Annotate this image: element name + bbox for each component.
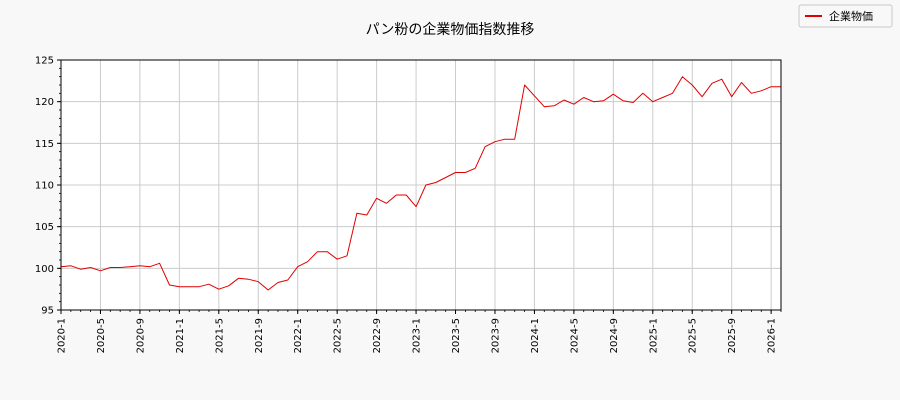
x-tick-label: 2022-1 bbox=[293, 318, 304, 353]
x-tick-label: 2020-9 bbox=[135, 318, 146, 353]
x-tick-label: 2021-1 bbox=[175, 318, 186, 353]
chart-title: パン粉の企業物価指数推移 bbox=[366, 21, 535, 38]
x-tick-label: 2022-9 bbox=[372, 318, 383, 353]
x-tick-label: 2021-5 bbox=[214, 318, 225, 353]
x-tick-label: 2021-9 bbox=[254, 318, 265, 353]
x-tick-label: 2025-5 bbox=[688, 318, 699, 353]
x-tick-label: 2025-1 bbox=[648, 318, 659, 353]
x-tick-label: 2020-1 bbox=[57, 318, 68, 353]
x-tick-label: 2025-9 bbox=[727, 318, 738, 353]
y-tick-label: 100 bbox=[35, 264, 54, 275]
legend: 企業物価 bbox=[798, 4, 893, 28]
x-tick-label: 2024-1 bbox=[530, 318, 541, 353]
x-tick-label: 2026-1 bbox=[767, 318, 778, 353]
y-tick-label: 105 bbox=[35, 222, 54, 233]
x-tick-label: 2023-9 bbox=[490, 318, 501, 353]
y-tick-label: 125 bbox=[35, 56, 54, 67]
x-tick-label: 2020-5 bbox=[96, 318, 107, 353]
x-tick-label: 2023-5 bbox=[451, 318, 462, 353]
x-tick-label: 2023-1 bbox=[412, 318, 423, 353]
x-tick-label: 2024-5 bbox=[569, 318, 580, 353]
x-tick-label: 2022-5 bbox=[333, 318, 344, 353]
legend-box bbox=[798, 4, 893, 28]
y-tick-label: 115 bbox=[35, 139, 54, 150]
legend-label: 企業物価 bbox=[829, 9, 873, 23]
x-tick-label: 2024-9 bbox=[609, 318, 620, 353]
y-tick-label: 110 bbox=[35, 181, 54, 192]
plot-frame bbox=[60, 59, 782, 311]
series-layer bbox=[60, 76, 781, 291]
y-tick-label: 95 bbox=[41, 306, 54, 317]
series-line-kigyo-bukka bbox=[60, 76, 781, 291]
y-tick-label: 120 bbox=[35, 97, 54, 108]
y-axis: 95 100 105 110 115 120 125 bbox=[35, 56, 61, 317]
